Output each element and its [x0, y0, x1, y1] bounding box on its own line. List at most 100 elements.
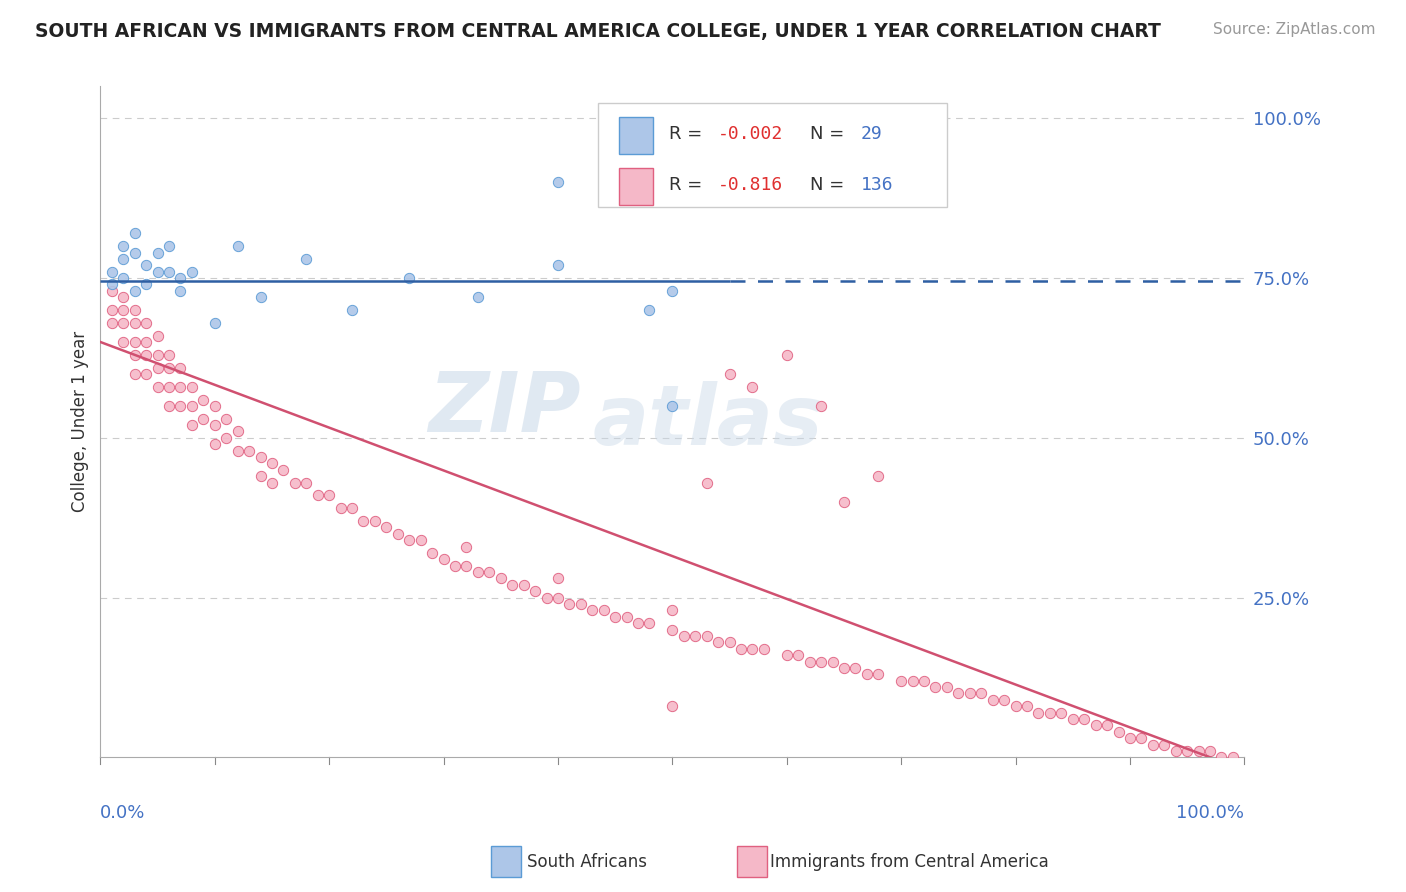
- Point: [683, 629, 706, 643]
- Point: [478, 565, 501, 579]
- FancyBboxPatch shape: [598, 103, 946, 207]
- Point: [157, 348, 180, 362]
- Point: [249, 469, 271, 483]
- Point: [1028, 706, 1050, 720]
- FancyBboxPatch shape: [619, 118, 652, 154]
- Point: [810, 399, 832, 413]
- Point: [569, 597, 592, 611]
- Point: [832, 495, 855, 509]
- Point: [169, 399, 191, 413]
- Point: [146, 348, 169, 362]
- Point: [981, 693, 1004, 707]
- Text: 29: 29: [860, 125, 883, 143]
- Point: [260, 457, 283, 471]
- Point: [260, 475, 283, 490]
- Point: [707, 635, 730, 649]
- Point: [226, 443, 249, 458]
- Point: [273, 463, 295, 477]
- Point: [558, 597, 581, 611]
- Point: [249, 290, 271, 304]
- Point: [890, 673, 912, 688]
- Point: [180, 265, 202, 279]
- Point: [135, 258, 157, 272]
- Text: N =: N =: [810, 176, 849, 194]
- Point: [180, 418, 202, 433]
- Point: [970, 686, 993, 700]
- Point: [398, 533, 420, 548]
- Point: [1199, 744, 1222, 758]
- Text: R =: R =: [669, 176, 709, 194]
- Point: [501, 578, 523, 592]
- FancyBboxPatch shape: [619, 169, 652, 205]
- Point: [112, 271, 135, 285]
- Point: [1175, 744, 1198, 758]
- Point: [124, 316, 146, 330]
- Point: [135, 334, 157, 349]
- Point: [467, 290, 489, 304]
- Point: [696, 475, 718, 490]
- Point: [112, 303, 135, 318]
- Point: [752, 641, 775, 656]
- Point: [912, 673, 935, 688]
- Point: [1211, 750, 1233, 764]
- Point: [387, 526, 409, 541]
- Point: [157, 239, 180, 253]
- Point: [307, 488, 329, 502]
- Point: [169, 380, 191, 394]
- Point: [157, 399, 180, 413]
- Text: -0.816: -0.816: [718, 176, 783, 194]
- Point: [295, 252, 318, 266]
- Point: [169, 284, 191, 298]
- Point: [193, 392, 215, 407]
- Point: [295, 475, 318, 490]
- Point: [318, 488, 340, 502]
- Point: [101, 303, 124, 318]
- Point: [215, 411, 238, 425]
- Point: [547, 175, 569, 189]
- Point: [193, 411, 215, 425]
- Point: [489, 571, 512, 585]
- Point: [180, 380, 202, 394]
- Point: [776, 348, 799, 362]
- Point: [844, 661, 866, 675]
- Point: [409, 533, 432, 548]
- Point: [112, 252, 135, 266]
- Point: [340, 303, 363, 318]
- Point: [810, 655, 832, 669]
- Point: [112, 239, 135, 253]
- Point: [799, 655, 821, 669]
- Text: 100.0%: 100.0%: [1177, 805, 1244, 822]
- Point: [661, 603, 683, 617]
- Point: [157, 360, 180, 375]
- Point: [112, 290, 135, 304]
- Point: [1164, 744, 1187, 758]
- Point: [124, 303, 146, 318]
- Point: [868, 469, 890, 483]
- Point: [101, 265, 124, 279]
- Point: [340, 501, 363, 516]
- Point: [364, 514, 387, 528]
- Point: [1073, 712, 1095, 726]
- Point: [146, 328, 169, 343]
- Point: [204, 316, 226, 330]
- Point: [124, 245, 146, 260]
- Text: R =: R =: [669, 125, 709, 143]
- Point: [1039, 706, 1062, 720]
- Point: [581, 603, 603, 617]
- Point: [135, 348, 157, 362]
- Point: [157, 380, 180, 394]
- Point: [627, 616, 650, 631]
- Point: [959, 686, 981, 700]
- Text: 136: 136: [860, 176, 894, 194]
- Point: [101, 277, 124, 292]
- Point: [456, 540, 478, 554]
- Point: [1119, 731, 1142, 746]
- Text: Immigrants from Central America: Immigrants from Central America: [770, 853, 1049, 871]
- Point: [180, 399, 202, 413]
- Point: [238, 443, 260, 458]
- Point: [124, 284, 146, 298]
- Point: [868, 667, 890, 681]
- Point: [638, 303, 661, 318]
- Point: [935, 680, 957, 694]
- Point: [1130, 731, 1153, 746]
